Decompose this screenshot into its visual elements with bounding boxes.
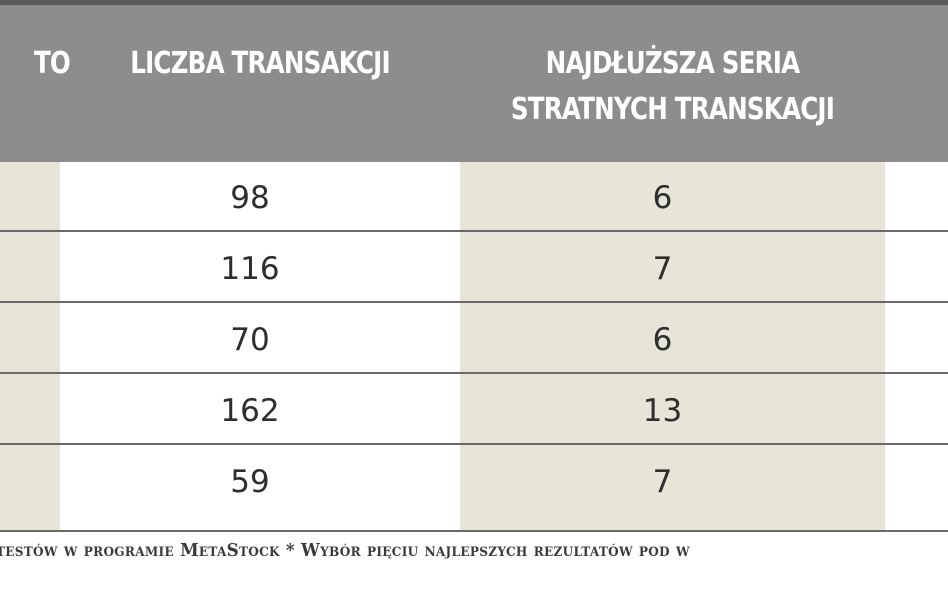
row-divider [0,372,948,374]
header-longest-series-line1: NAJDŁUŻSZA SERIA [545,46,800,81]
cell-transactions: 70 [230,322,270,358]
header-transactions: LICZBA TRANSAKCJI [130,46,390,81]
table-header: TO LICZBA TRANSAKCJI NAJDŁUŻSZA SERIA ST… [0,5,948,162]
header-longest-series-line2: STRATNYCH TRANSKACJI [510,92,835,127]
row-divider [0,230,948,232]
cell-transactions: 162 [220,393,280,429]
cell-longest-series: 7 [652,464,673,500]
row-divider [0,301,948,303]
cell-transactions: 59 [230,464,270,500]
cell-longest-series: 6 [652,322,673,358]
top-border [0,0,948,5]
cell-transactions: 116 [220,251,280,287]
footnote: testów w programie MetaStock * Wybór pię… [0,540,690,561]
column-transactions-bg [60,162,460,530]
footer-divider [0,530,948,532]
cell-longest-series: 7 [652,251,673,287]
column-series-bg [460,162,885,530]
header-longest-series: NAJDŁUŻSZA SERIA STRATNYCH TRANSKACJI [498,41,847,133]
column-first-bg [0,162,60,530]
cell-longest-series: 6 [652,180,673,216]
header-first-col: TO [33,46,71,81]
cell-transactions: 98 [230,180,270,216]
column-last-bg [885,162,948,530]
row-divider [0,443,948,445]
cell-longest-series: 13 [642,393,683,429]
